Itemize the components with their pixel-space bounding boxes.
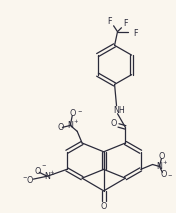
Text: −: − — [41, 163, 45, 168]
Text: F: F — [123, 19, 128, 28]
Text: N: N — [156, 162, 162, 171]
Text: +: + — [73, 119, 77, 124]
Text: O: O — [26, 176, 33, 185]
Text: −: − — [77, 109, 81, 114]
Text: O: O — [110, 119, 117, 128]
Text: +: + — [50, 170, 54, 175]
Text: NH: NH — [114, 106, 125, 115]
Text: +: + — [162, 160, 167, 165]
Text: −: − — [167, 174, 171, 179]
Text: O: O — [100, 202, 107, 211]
Text: −: − — [22, 176, 27, 181]
Text: O: O — [34, 167, 40, 176]
Text: N: N — [67, 121, 73, 130]
Text: O: O — [57, 123, 64, 132]
Text: F: F — [107, 17, 112, 26]
Text: O: O — [158, 152, 165, 161]
Text: O: O — [160, 170, 166, 179]
Text: N: N — [44, 172, 50, 181]
Text: O: O — [69, 109, 76, 118]
Text: F: F — [133, 29, 137, 38]
